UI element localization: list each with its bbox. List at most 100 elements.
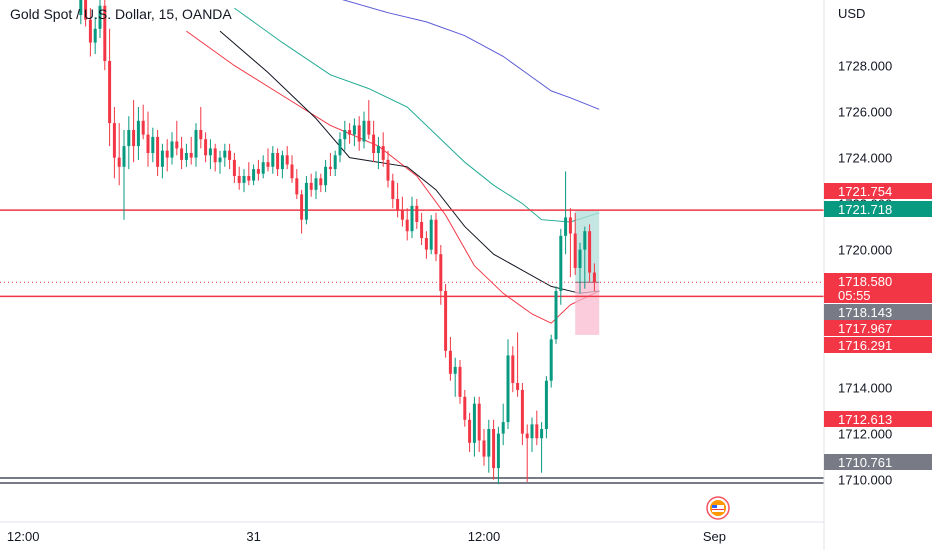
candle-body — [362, 120, 366, 142]
candle — [208, 139, 212, 170]
candle — [540, 422, 544, 473]
candle — [314, 171, 318, 199]
candle — [276, 148, 280, 176]
economic-events-icon[interactable] — [706, 496, 730, 520]
time-tick-label: Sep — [703, 529, 726, 544]
candle-body — [352, 125, 356, 135]
candle-body — [520, 389, 524, 434]
candle-body — [300, 194, 304, 220]
candle-body — [343, 130, 347, 140]
candle-body — [381, 146, 385, 160]
candle — [122, 130, 126, 220]
candle-body — [525, 433, 529, 439]
candle-body — [496, 433, 500, 469]
candle-body — [492, 429, 496, 469]
price-tag: 1721.754 — [824, 183, 932, 199]
candle — [103, 0, 107, 71]
candle-body — [424, 238, 428, 250]
candle — [108, 28, 112, 147]
candle — [444, 284, 448, 358]
candle-body — [184, 153, 188, 160]
price-tag: 1718.143 — [824, 304, 932, 320]
candle-body — [247, 176, 251, 181]
price-tag-box — [824, 337, 932, 353]
ma-line-3 — [234, 7, 600, 223]
long-position-tool[interactable] — [575, 210, 600, 335]
candle-body — [309, 182, 313, 190]
price-tag-label: 1716.291 — [838, 338, 892, 353]
time-tick-label: 12:00 — [468, 529, 501, 544]
candle-body — [204, 139, 208, 156]
candle — [88, 8, 92, 57]
candle-body — [223, 150, 227, 158]
time-axis[interactable]: 12:00 31 12:00 Sep — [7, 529, 726, 544]
candle — [535, 410, 539, 446]
price-tag-label: 1710.761 — [838, 455, 892, 470]
candle-body — [232, 159, 236, 176]
candle-body — [132, 130, 136, 147]
candle — [160, 143, 164, 179]
candle — [448, 337, 452, 381]
candle-body — [396, 199, 400, 211]
candle-body — [482, 440, 486, 457]
candle — [420, 212, 424, 245]
price-tag-label: 1721.718 — [838, 202, 892, 217]
candle-body — [444, 291, 448, 351]
candle-body — [549, 339, 553, 381]
candle-body — [218, 157, 222, 163]
candle-body — [357, 125, 361, 142]
candle-body — [372, 134, 376, 153]
time-tick-label: 31 — [246, 529, 260, 544]
candle — [468, 412, 472, 452]
candle-body — [333, 155, 337, 170]
candle-body — [122, 146, 126, 167]
currency-label: USD — [838, 6, 865, 21]
candle — [357, 116, 361, 151]
candle-body — [434, 219, 438, 255]
price-tag: 1721.718 — [824, 201, 932, 217]
candle-body — [271, 153, 275, 167]
candle-body — [261, 162, 265, 174]
candle-body — [328, 166, 332, 170]
candle — [564, 171, 568, 255]
candle — [309, 173, 313, 197]
ma-line-1 — [186, 30, 600, 324]
price-tag-box — [824, 320, 932, 336]
candle-body — [290, 164, 294, 179]
candle — [156, 130, 160, 176]
candle — [424, 231, 428, 259]
candle-body — [448, 350, 452, 374]
candle — [583, 226, 587, 289]
candle-body — [367, 120, 371, 135]
candle-body — [170, 141, 174, 158]
candle — [136, 107, 140, 160]
candle — [338, 132, 342, 163]
price-tick-label: 1720.000 — [838, 243, 892, 258]
candle-body — [228, 150, 232, 160]
candle-body — [175, 141, 179, 149]
candle — [324, 159, 328, 193]
ma-line-2 — [219, 30, 600, 294]
candle — [367, 100, 371, 140]
candle — [453, 357, 457, 397]
candle-body — [237, 176, 241, 183]
candle-body — [285, 155, 289, 165]
price-tick-label: 1712.000 — [838, 427, 892, 442]
candle-body — [391, 180, 395, 199]
candle — [232, 153, 236, 183]
candle — [213, 143, 217, 172]
candle — [343, 120, 347, 151]
candle-body — [295, 178, 299, 195]
candle — [204, 132, 208, 163]
candle — [319, 173, 323, 193]
candle — [79, 0, 83, 25]
candle — [592, 263, 596, 291]
price-tag: 1717.967 — [824, 320, 932, 336]
candle-body — [564, 217, 568, 236]
candle — [554, 286, 558, 344]
candle — [132, 100, 136, 163]
candle-body — [348, 130, 352, 135]
candle — [165, 139, 169, 172]
